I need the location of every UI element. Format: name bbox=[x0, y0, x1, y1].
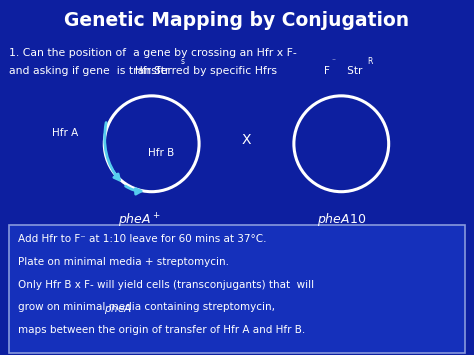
Text: s: s bbox=[181, 57, 185, 66]
FancyBboxPatch shape bbox=[9, 225, 465, 353]
Text: and asking if gene  is transferred by specific Hfrs: and asking if gene is transferred by spe… bbox=[9, 66, 277, 76]
Text: Genetic Mapping by Conjugation: Genetic Mapping by Conjugation bbox=[64, 11, 410, 30]
Text: Only Hfr B x F- will yield cells (transconjugants) that  will: Only Hfr B x F- will yield cells (transc… bbox=[18, 280, 314, 290]
Text: Hfr B: Hfr B bbox=[148, 148, 174, 158]
Text: Hfr A: Hfr A bbox=[52, 128, 78, 138]
Text: Str: Str bbox=[344, 66, 362, 76]
Text: Add Hfr to F⁻ at 1:10 leave for 60 mins at 37°C.: Add Hfr to F⁻ at 1:10 leave for 60 mins … bbox=[18, 234, 266, 244]
Text: grow on minimal media containing streptomycin,: grow on minimal media containing strepto… bbox=[18, 302, 278, 312]
Text: R: R bbox=[367, 57, 373, 66]
Text: F: F bbox=[324, 66, 329, 76]
Text: 1. Can the position of  a gene by crossing an Hfr x F-: 1. Can the position of a gene by crossin… bbox=[9, 48, 297, 58]
Text: Plate on minimal media + streptomycin.: Plate on minimal media + streptomycin. bbox=[18, 257, 229, 267]
Text: $\mathit{pheA10}$: $\mathit{pheA10}$ bbox=[317, 211, 366, 228]
Text: ⁻: ⁻ bbox=[332, 57, 336, 66]
Text: X: X bbox=[242, 133, 251, 147]
Text: $\mathit{pheA}$: $\mathit{pheA}$ bbox=[104, 302, 132, 316]
Text: Hfr Str: Hfr Str bbox=[135, 66, 169, 76]
Text: maps between the origin of transfer of Hfr A and Hfr B.: maps between the origin of transfer of H… bbox=[18, 325, 305, 335]
Text: $\mathit{pheA}^+$: $\mathit{pheA}^+$ bbox=[118, 211, 161, 230]
